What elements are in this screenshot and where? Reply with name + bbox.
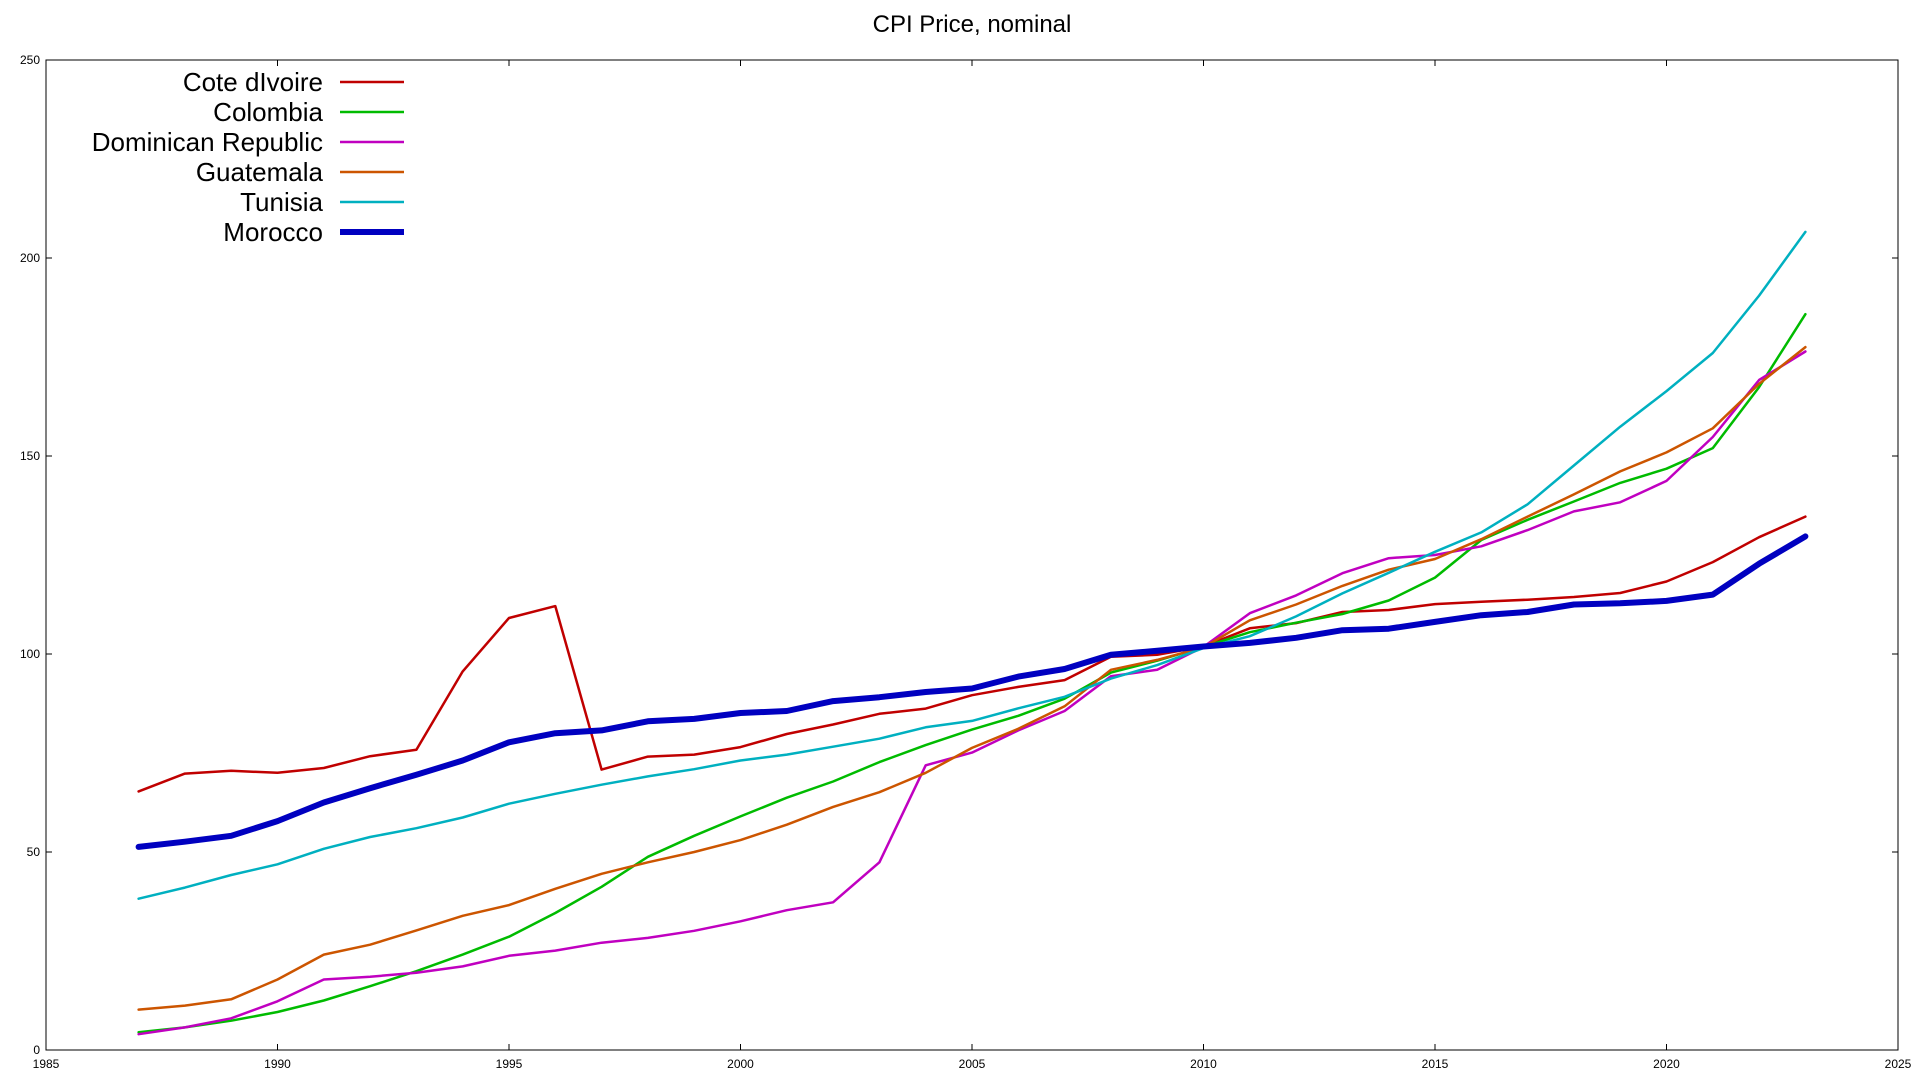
x-tick-label: 2005 (959, 1057, 986, 1071)
x-axis: 1985 1990 1995 2000 2005 2010 2015 2020 2025 (33, 60, 1912, 1071)
y-axis: 0 50 100 150 200 250 (20, 53, 1898, 1057)
y-tick-label: 250 (20, 53, 40, 67)
x-tick-label: 2020 (1653, 1057, 1680, 1071)
legend-label: Cote dIvoire (183, 67, 323, 97)
chart-title: CPI Price, nominal (873, 11, 1072, 38)
series-line-morocco (135, 533, 1809, 850)
series-line-cote-divoire (137, 515, 1807, 793)
series-line-guatemala (137, 345, 1807, 1011)
x-tick-label: 2010 (1190, 1057, 1217, 1071)
x-tick-label: 2015 (1422, 1057, 1449, 1071)
plot-frame (45, 59, 1899, 1051)
legend-label: Guatemala (196, 157, 324, 187)
x-tick-label: 2025 (1885, 1057, 1912, 1071)
x-tick-label: 1990 (264, 1057, 291, 1071)
legend-label: Tunisia (240, 187, 323, 217)
x-tick-label: 1985 (33, 1057, 60, 1071)
legend-label: Colombia (213, 97, 323, 127)
x-tick-label: 2000 (727, 1057, 754, 1071)
series-line-colombia (137, 312, 1807, 1034)
y-tick-label: 200 (20, 251, 40, 265)
series-line-dominican-republic (137, 350, 1807, 1036)
x-tick-label: 1995 (496, 1057, 523, 1071)
legend-label: Dominican Republic (92, 127, 323, 157)
legend-label: Morocco (223, 217, 323, 247)
series-line-tunisia (137, 230, 1807, 900)
y-tick-label: 100 (20, 647, 40, 661)
y-tick-label: 150 (20, 449, 40, 463)
series-layer (135, 230, 1809, 1036)
y-tick-label: 0 (33, 1043, 40, 1057)
y-tick-label: 50 (27, 845, 41, 859)
